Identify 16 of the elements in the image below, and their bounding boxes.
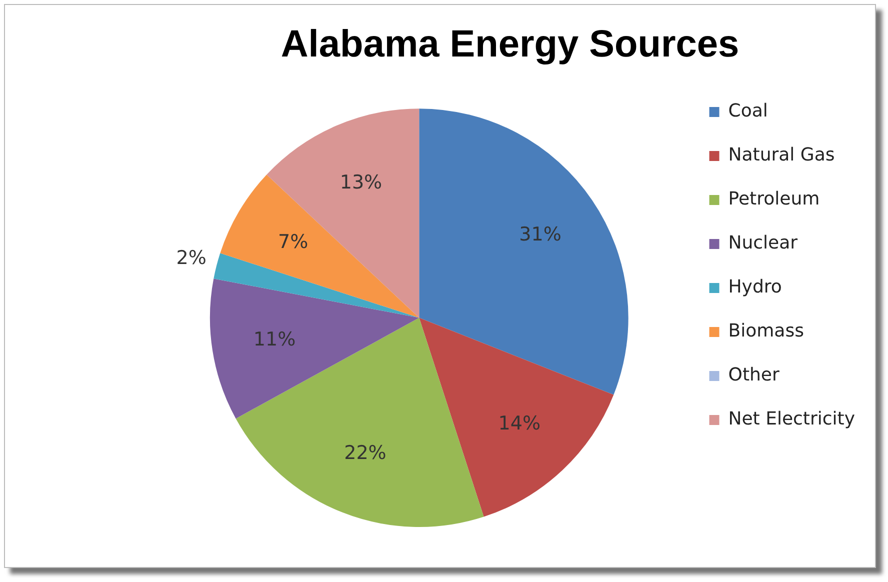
- legend-label: Net Electricity: [728, 408, 856, 430]
- legend-label: Other: [728, 364, 780, 386]
- legend-label: Coal: [728, 100, 768, 122]
- legend-label: Natural Gas: [728, 144, 835, 166]
- data-label: 22%: [344, 442, 386, 464]
- legend-label: Nuclear: [728, 232, 798, 254]
- chart-title: Alabama Energy Sources: [280, 23, 740, 66]
- legend-label: Biomass: [728, 320, 804, 342]
- data-label: 14%: [498, 412, 540, 434]
- data-label: 2%: [176, 247, 206, 270]
- legend-label: Petroleum: [728, 188, 820, 210]
- legend-label: Hydro: [728, 276, 782, 298]
- data-label: 31%: [519, 223, 562, 246]
- data-label: 11%: [253, 328, 296, 351]
- data-label: 7%: [278, 231, 308, 254]
- data-label: 13%: [340, 171, 382, 194]
